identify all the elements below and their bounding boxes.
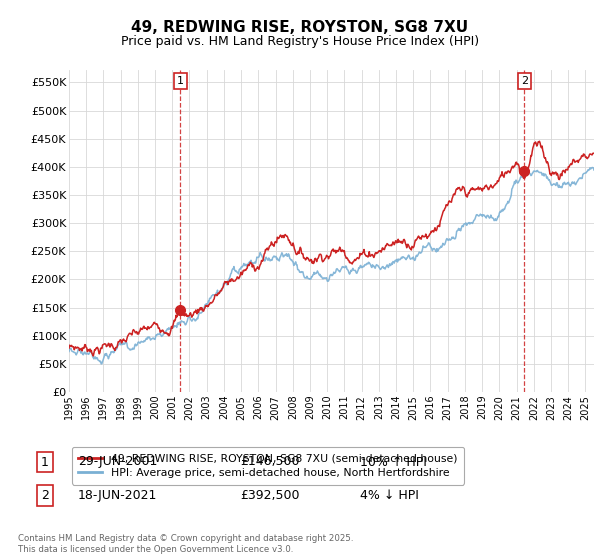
Text: Price paid vs. HM Land Registry's House Price Index (HPI): Price paid vs. HM Land Registry's House … <box>121 35 479 48</box>
Text: 1: 1 <box>177 76 184 86</box>
Text: 18-JUN-2021: 18-JUN-2021 <box>78 489 157 502</box>
Text: 1: 1 <box>41 455 49 469</box>
Text: £146,500: £146,500 <box>240 455 299 469</box>
Text: 2: 2 <box>41 489 49 502</box>
Text: £392,500: £392,500 <box>240 489 299 502</box>
Text: 10% ↑ HPI: 10% ↑ HPI <box>360 455 427 469</box>
Text: 2: 2 <box>521 76 528 86</box>
Text: 29-JUN-2001: 29-JUN-2001 <box>78 455 157 469</box>
Text: 49, REDWING RISE, ROYSTON, SG8 7XU: 49, REDWING RISE, ROYSTON, SG8 7XU <box>131 20 469 35</box>
Legend: 49, REDWING RISE, ROYSTON, SG8 7XU (semi-detached house), HPI: Average price, se: 49, REDWING RISE, ROYSTON, SG8 7XU (semi… <box>72 447 464 484</box>
Text: Contains HM Land Registry data © Crown copyright and database right 2025.
This d: Contains HM Land Registry data © Crown c… <box>18 534 353 554</box>
Text: 4% ↓ HPI: 4% ↓ HPI <box>360 489 419 502</box>
